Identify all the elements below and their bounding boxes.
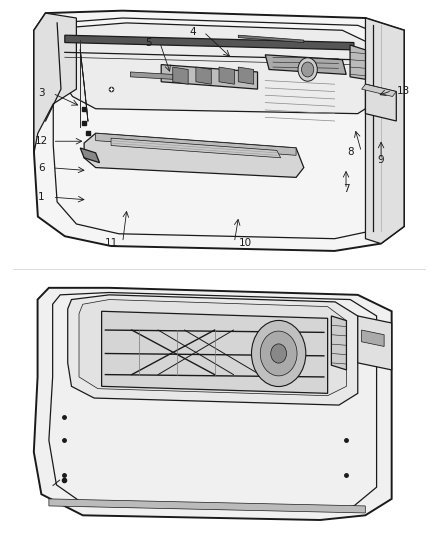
Polygon shape bbox=[358, 316, 392, 370]
Text: 12: 12 bbox=[35, 136, 48, 146]
Text: 5: 5 bbox=[145, 38, 152, 47]
Polygon shape bbox=[238, 35, 304, 43]
Polygon shape bbox=[265, 55, 346, 75]
Polygon shape bbox=[196, 67, 211, 84]
Circle shape bbox=[251, 320, 306, 386]
Circle shape bbox=[298, 58, 317, 81]
Polygon shape bbox=[350, 45, 365, 79]
Polygon shape bbox=[111, 138, 281, 158]
Polygon shape bbox=[365, 84, 396, 121]
Polygon shape bbox=[79, 300, 346, 395]
Text: 13: 13 bbox=[396, 86, 410, 95]
Polygon shape bbox=[332, 316, 346, 370]
Polygon shape bbox=[49, 499, 365, 513]
Text: 1: 1 bbox=[38, 192, 45, 202]
Polygon shape bbox=[34, 11, 404, 251]
Text: 8: 8 bbox=[347, 147, 354, 157]
Polygon shape bbox=[95, 133, 296, 155]
Polygon shape bbox=[161, 64, 258, 89]
Polygon shape bbox=[173, 67, 188, 84]
Polygon shape bbox=[131, 72, 173, 79]
Text: 10: 10 bbox=[239, 238, 252, 247]
Polygon shape bbox=[34, 13, 76, 153]
Circle shape bbox=[271, 344, 286, 363]
Polygon shape bbox=[65, 35, 354, 50]
Text: 6: 6 bbox=[38, 163, 45, 173]
Polygon shape bbox=[68, 295, 358, 405]
Text: 3: 3 bbox=[38, 88, 45, 98]
Circle shape bbox=[260, 331, 297, 376]
Polygon shape bbox=[238, 67, 254, 84]
Circle shape bbox=[301, 62, 314, 77]
Polygon shape bbox=[34, 288, 392, 520]
Polygon shape bbox=[362, 84, 396, 96]
Text: 4: 4 bbox=[189, 27, 196, 37]
Polygon shape bbox=[80, 148, 99, 163]
Polygon shape bbox=[84, 133, 304, 177]
Text: 11: 11 bbox=[105, 238, 118, 247]
Polygon shape bbox=[219, 67, 234, 84]
Polygon shape bbox=[102, 311, 328, 393]
Polygon shape bbox=[361, 330, 384, 346]
Polygon shape bbox=[365, 18, 404, 244]
Text: 7: 7 bbox=[343, 184, 350, 194]
Text: 9: 9 bbox=[378, 155, 385, 165]
Polygon shape bbox=[61, 23, 373, 114]
